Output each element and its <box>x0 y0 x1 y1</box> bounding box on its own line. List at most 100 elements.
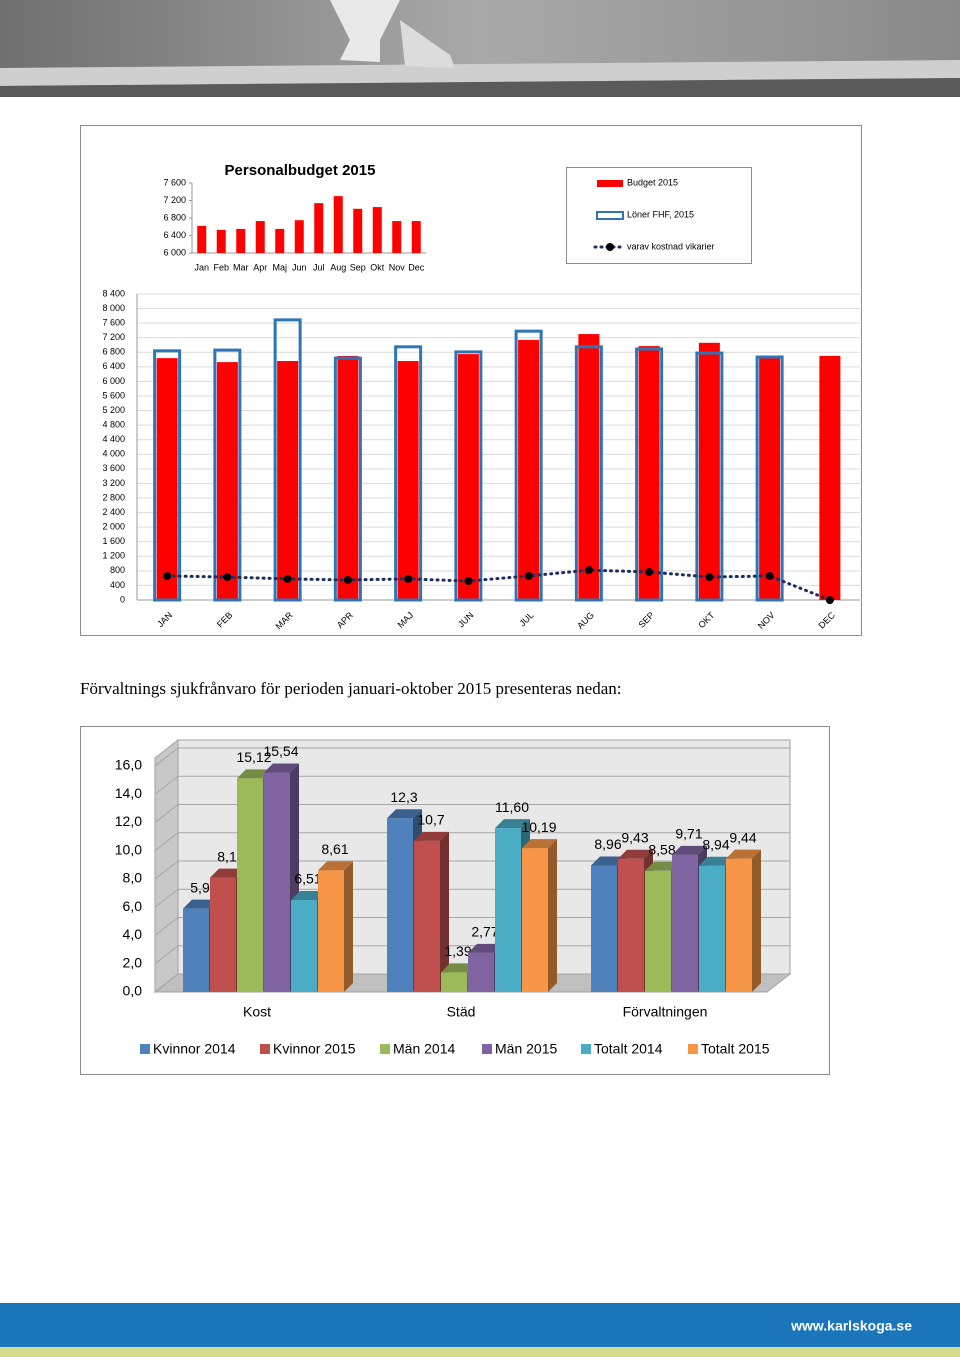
data-label: 5,9 <box>190 879 210 895</box>
bar-front <box>591 865 617 992</box>
data-label: 11,60 <box>495 799 529 815</box>
legend-swatch <box>140 1044 150 1054</box>
bar <box>392 221 402 253</box>
bar-top <box>291 891 326 901</box>
bar <box>759 357 781 600</box>
legend-label: Totalt 2015 <box>701 1041 770 1057</box>
legend-swatch <box>380 1044 390 1054</box>
x-tick-label: Sep <box>350 262 366 272</box>
bar <box>216 362 238 600</box>
data-label: 12,3 <box>390 789 417 805</box>
bar-side <box>752 849 761 992</box>
data-label: 15,54 <box>263 743 298 759</box>
x-tick-label: Förvaltningen <box>623 1004 708 1020</box>
footer-url[interactable]: www.karlskoga.se <box>790 1318 912 1334</box>
y-tick-label: 7 600 <box>163 177 186 187</box>
bar-outline <box>153 349 182 602</box>
data-label: 8,96 <box>594 836 621 852</box>
bar-top <box>672 845 707 855</box>
footer-bar <box>0 1303 960 1347</box>
x-tick-label: Nov <box>389 262 406 272</box>
bar-top <box>618 849 653 859</box>
y-tick-label: 6 400 <box>163 230 186 240</box>
bar <box>277 361 299 600</box>
legend-label: varav kostnad vikarier <box>627 241 715 251</box>
bar-outline <box>333 356 362 602</box>
data-label: 8,58 <box>648 842 675 858</box>
bar-side <box>440 831 449 992</box>
y-tick-label: 8 400 <box>102 288 125 298</box>
bar-outline <box>273 318 302 602</box>
bar-top <box>468 943 503 953</box>
bar <box>156 358 178 600</box>
bar-front <box>264 772 290 992</box>
bar <box>337 355 359 600</box>
y-tick-label: 3 200 <box>102 478 125 488</box>
bar <box>372 207 382 253</box>
x-tick-label: Jun <box>292 262 307 272</box>
bar-top <box>264 763 299 773</box>
bar <box>255 221 265 253</box>
y-tick-label: 6,0 <box>123 898 143 914</box>
y-tick-label: 8 000 <box>102 303 125 313</box>
legend-label: Kvinnor 2014 <box>153 1041 236 1057</box>
y-tick-label: 8,0 <box>123 870 143 886</box>
bar-front <box>237 778 263 992</box>
bar <box>819 355 841 600</box>
bar-top <box>210 868 245 878</box>
y-tick-label: 10,0 <box>115 841 142 857</box>
legend-swatch <box>597 180 623 187</box>
bar-top <box>522 839 557 849</box>
y-tick-label: 800 <box>110 565 125 575</box>
grid-line <box>154 804 790 823</box>
y-tick-label: 4 000 <box>102 449 125 459</box>
x-tick-label: Okt <box>370 262 385 272</box>
y-tick-label: 0 <box>120 594 125 604</box>
data-label: 15,12 <box>236 749 271 765</box>
legend-label: Totalt 2014 <box>594 1041 663 1057</box>
data-label: 9,71 <box>675 826 702 842</box>
bar <box>457 354 479 600</box>
bar <box>197 225 207 253</box>
y-tick-label: 7 200 <box>163 195 186 205</box>
grid-line <box>154 775 790 795</box>
bar <box>275 228 285 253</box>
line-marker <box>404 574 413 583</box>
y-tick-label: 4 400 <box>102 434 125 444</box>
y-tick-label: 2 000 <box>102 522 125 532</box>
bar-front <box>291 900 317 992</box>
x-tick-label: Jul <box>313 262 325 272</box>
bar <box>236 228 246 253</box>
bar-top <box>414 831 449 841</box>
grid-line <box>154 888 790 908</box>
legend-label: Löner FHF, 2015 <box>627 209 694 219</box>
bar <box>397 361 419 600</box>
bar-front <box>672 854 698 992</box>
bar-front <box>183 908 209 992</box>
bar-outline <box>695 351 724 602</box>
bar <box>216 229 226 253</box>
data-label: 9,44 <box>729 829 756 845</box>
bar-front <box>522 848 548 992</box>
bar-outline <box>454 350 483 602</box>
y-tick-label: 7 200 <box>102 332 125 342</box>
y-tick-label: 5 200 <box>102 405 125 415</box>
body-text: Förvaltnings sjukfrånvaro för perioden j… <box>80 679 621 698</box>
line-marker <box>464 577 473 586</box>
line <box>165 568 832 602</box>
y-tick-label: 5 600 <box>102 390 125 400</box>
legend-swatch <box>260 1044 270 1054</box>
y-tick-label: 2 800 <box>102 492 125 502</box>
bar-front <box>468 952 494 992</box>
data-label: 2,77 <box>471 924 498 940</box>
data-label: 9,43 <box>621 830 648 846</box>
legend-swatch <box>581 1044 591 1054</box>
footer-strip <box>0 1347 960 1357</box>
grid-line <box>154 917 790 936</box>
bar-front <box>495 828 521 992</box>
bar-front <box>414 840 440 992</box>
bar-top <box>495 819 530 829</box>
bar-outline <box>574 345 603 602</box>
